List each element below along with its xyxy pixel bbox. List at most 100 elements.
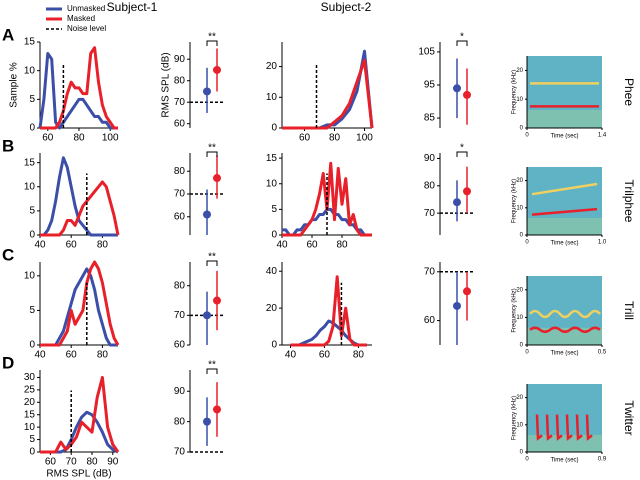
x-tick-label: 40	[34, 350, 46, 361]
y-tick-label: 0	[520, 233, 524, 239]
mean-dot	[453, 301, 461, 310]
mean-dot	[213, 405, 221, 414]
x-tick-label: 0	[525, 457, 529, 463]
histogram-line	[282, 49, 374, 130]
x-tick-label: 100	[102, 133, 119, 144]
x-tick-label: 0	[525, 350, 529, 356]
x-axis-label: Time (sec)	[550, 241, 578, 247]
y-tick-label: 60	[174, 211, 186, 222]
mean-dot	[203, 311, 211, 320]
y-tick-label: 20	[516, 178, 523, 184]
y-tick-label: 5	[29, 94, 35, 105]
x-tick-label: 100	[356, 133, 373, 144]
x-tick-label: 0.9	[598, 457, 607, 463]
call-name: Twitter	[622, 400, 636, 435]
y-axis-label: Sample %	[9, 62, 20, 108]
y-axis-label: Frequency (kHz)	[512, 70, 518, 114]
call-name: Phee	[622, 78, 636, 106]
x-tick-label: 80	[97, 240, 109, 251]
y-tick-label: 5	[271, 204, 277, 215]
spectrogram-trace	[531, 182, 598, 196]
significance-label: *	[460, 32, 464, 43]
y-tick-label: 15	[24, 37, 36, 48]
y-tick-label: 0	[29, 340, 35, 351]
significance-label: **	[208, 252, 216, 263]
significance-bracket	[206, 260, 218, 266]
significance-bracket	[206, 151, 218, 157]
y-tick-label: 60	[174, 118, 186, 129]
mean-dot	[463, 90, 471, 99]
mean-dot	[203, 210, 211, 219]
y-tick-label: 90	[424, 153, 436, 164]
y-tick-label: 95	[424, 80, 436, 91]
histogram-line	[40, 375, 120, 454]
y-tick-label: 20	[516, 395, 523, 401]
x-tick-label: 80	[336, 240, 348, 251]
y-tick-label: 70	[174, 310, 186, 321]
column-title: Subject-2	[321, 0, 372, 14]
y-tick-label: 20	[24, 397, 36, 408]
significance-label: **	[208, 32, 216, 43]
significance-bracket	[456, 151, 468, 157]
y-tick-label: 10	[266, 178, 278, 189]
mean-dot	[453, 198, 461, 207]
significance-bracket	[456, 40, 468, 46]
x-tick-label: 70	[66, 457, 78, 468]
y-tick-label: 5	[29, 305, 35, 316]
y-axis-label: RMS SPL (dB)	[161, 52, 172, 117]
x-tick-label: 60	[299, 133, 311, 144]
y-tick-label: 80	[424, 180, 436, 191]
spectrogram-trace	[531, 207, 598, 216]
histogram-line	[282, 58, 374, 130]
y-tick-label: 10	[516, 205, 523, 211]
axis-line	[281, 262, 372, 346]
panel-label: D	[2, 353, 14, 372]
mean-dot	[463, 187, 471, 196]
x-tick-label: 40	[34, 240, 46, 251]
mean-dot	[453, 84, 461, 93]
y-tick-label: 0	[29, 447, 35, 458]
spectrogram-noise	[527, 110, 602, 128]
y-axis-label: Frequency (kHz)	[512, 396, 518, 440]
y-tick-label: 15	[266, 153, 278, 164]
y-tick-label: 80	[174, 280, 186, 291]
y-tick-label: 0	[271, 230, 277, 241]
histogram-line	[40, 46, 118, 130]
panel-label: C	[2, 245, 14, 264]
mean-dot	[213, 296, 221, 305]
y-tick-label: 20	[266, 61, 278, 72]
y-tick-label: 25	[24, 385, 36, 396]
x-tick-label: 60	[306, 240, 318, 251]
y-tick-label: 80	[174, 75, 186, 86]
y-tick-label: 20	[516, 287, 523, 293]
significance-label: *	[460, 143, 464, 154]
y-tick-label: 20	[516, 68, 523, 74]
x-tick-label: 80	[73, 133, 85, 144]
x-axis-label: Time (sec)	[550, 351, 578, 357]
y-tick-label: 40	[266, 266, 278, 277]
y-tick-label: 90	[174, 54, 186, 65]
legend-label: Masked	[67, 14, 95, 23]
x-tick-label: 60	[319, 350, 331, 361]
mean-dot	[203, 87, 211, 96]
y-tick-label: 0	[29, 123, 35, 134]
y-tick-label: 90	[174, 386, 186, 397]
significance-bracket	[206, 368, 218, 374]
spectrogram-noise	[527, 218, 602, 235]
x-tick-label: 80	[329, 133, 341, 144]
y-tick-label: 10	[24, 65, 36, 76]
y-tick-label: 10	[516, 422, 523, 428]
y-tick-label: 10	[24, 270, 36, 281]
y-tick-label: 0	[520, 126, 524, 132]
significance-label: **	[208, 360, 216, 371]
y-axis-label: Frequency (kHz)	[512, 179, 518, 223]
column-title: Subject-1	[107, 0, 158, 14]
spectrogram-trace	[535, 414, 593, 441]
y-tick-label: 15	[24, 157, 36, 168]
mean-dot	[463, 287, 471, 296]
legend-label: Noise level	[67, 24, 106, 33]
y-tick-label: 80	[174, 416, 186, 427]
y-tick-label: 85	[424, 113, 436, 124]
y-tick-label: 20	[266, 303, 278, 314]
